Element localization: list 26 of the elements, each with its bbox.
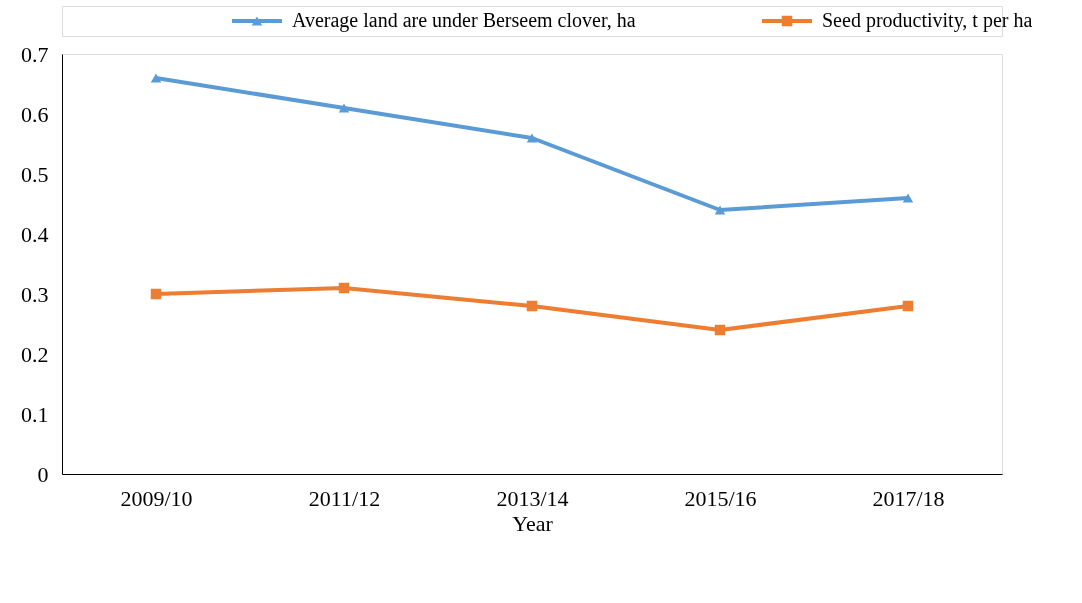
x-axis-title: Year <box>512 510 554 536</box>
point <box>338 103 350 113</box>
x-tick-label: 2015/16 <box>684 485 757 511</box>
legend-label: Seed productivity, t per ha <box>822 9 1033 32</box>
y-tick-label: 0.3 <box>21 281 49 307</box>
point <box>714 324 726 336</box>
y-tick-label: 0 <box>37 461 49 487</box>
y-tick-label: 0.1 <box>21 401 49 427</box>
point <box>526 300 538 312</box>
x-tick-label: 2011/12 <box>308 485 381 511</box>
point <box>714 205 726 215</box>
point <box>150 73 162 83</box>
y-tick-label: 0.7 <box>21 41 49 67</box>
point <box>526 133 538 143</box>
x-tick-label: 2009/10 <box>120 485 193 511</box>
point <box>338 282 350 294</box>
y-tick-label: 0.6 <box>21 101 49 127</box>
y-tick-label: 0.2 <box>21 341 49 367</box>
point <box>150 288 162 300</box>
y-tick-label: 0.5 <box>21 161 49 187</box>
x-tick-label: 2017/18 <box>872 485 945 511</box>
legend-label: Average land are under Berseem clover, ha <box>292 9 636 32</box>
x-tick-label: 2013/14 <box>496 485 569 511</box>
point <box>902 193 914 203</box>
y-tick-label: 0.4 <box>21 221 49 247</box>
point <box>902 300 914 312</box>
